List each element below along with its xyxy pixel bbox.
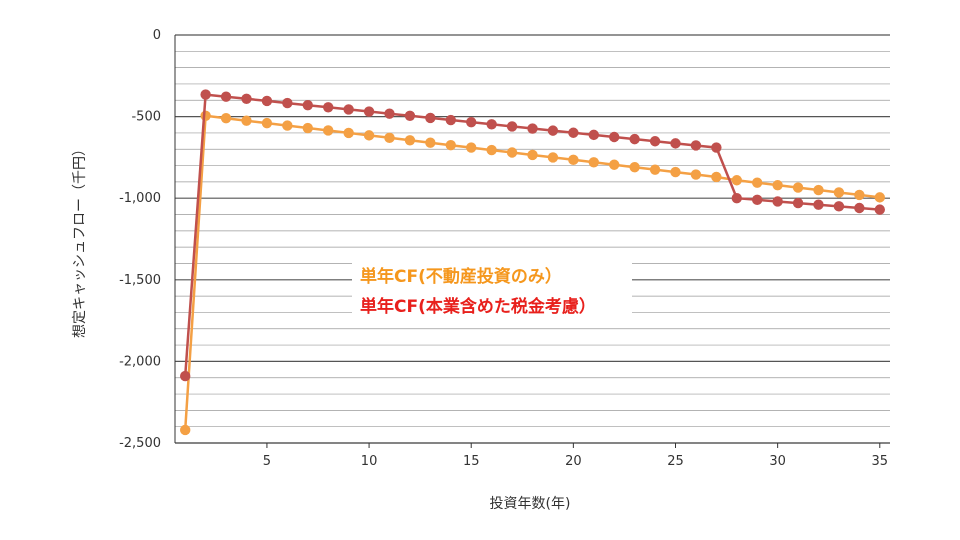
series-0-point bbox=[323, 125, 334, 136]
y-tick-label: -2,000 bbox=[119, 354, 161, 369]
x-tick-label: 30 bbox=[769, 454, 786, 469]
y-tick-label: -1,000 bbox=[119, 191, 161, 206]
legend-entry-real-estate: 単年CF(不動産投資のみ） bbox=[360, 266, 562, 287]
series-0-point bbox=[200, 110, 211, 121]
y-tick-label: -1,500 bbox=[119, 273, 161, 288]
series-1-point bbox=[261, 95, 273, 107]
series-1-point bbox=[752, 194, 763, 206]
series-1-point bbox=[833, 201, 845, 212]
y-tick-labels: 0 -500 -1,000 -1,500 -2,000 -2,500 bbox=[119, 28, 161, 451]
series-1-point bbox=[629, 133, 640, 145]
series-0-point bbox=[813, 184, 824, 196]
series-0-point bbox=[752, 177, 763, 188]
series-1-point bbox=[425, 112, 436, 124]
series-1-point bbox=[711, 142, 722, 153]
series-1-point bbox=[282, 97, 293, 109]
series-1-point bbox=[302, 99, 313, 111]
series-0-point bbox=[670, 166, 681, 178]
series-0-point bbox=[690, 169, 702, 180]
series-0-point bbox=[220, 113, 232, 124]
series-0-point bbox=[527, 149, 538, 161]
series-1-point bbox=[547, 125, 559, 136]
series-1-point bbox=[874, 204, 885, 215]
series-0-point bbox=[874, 192, 885, 203]
series-1-point bbox=[466, 116, 477, 128]
series-0-point bbox=[302, 122, 313, 134]
series-0-point bbox=[404, 135, 416, 146]
series-1-point bbox=[200, 89, 211, 100]
x-tick-label: 35 bbox=[872, 454, 889, 469]
series-0-point bbox=[282, 120, 293, 131]
series-1-point bbox=[588, 129, 599, 141]
series-0-point bbox=[792, 182, 804, 193]
series-0-point bbox=[343, 127, 354, 139]
series-1-point bbox=[363, 106, 375, 117]
series-1-point bbox=[445, 114, 456, 126]
series-0-point bbox=[384, 132, 395, 144]
series-0-point bbox=[241, 115, 252, 126]
series-1-point bbox=[220, 91, 232, 102]
series-1-point bbox=[343, 104, 354, 115]
series-0-point bbox=[588, 157, 599, 168]
series-0-point bbox=[486, 144, 497, 156]
series-0-point bbox=[649, 164, 661, 175]
series-0-point bbox=[466, 142, 477, 153]
legend: 単年CF(不動産投資のみ） 単年CF(本業含めた税金考慮） bbox=[352, 262, 632, 324]
x-tick-label: 10 bbox=[361, 454, 378, 469]
series-1-point bbox=[241, 93, 252, 105]
series-0-point bbox=[731, 175, 742, 186]
axes bbox=[174, 35, 890, 444]
series-0-point bbox=[772, 179, 783, 191]
series-1-point bbox=[384, 108, 395, 119]
series-0-point bbox=[261, 117, 273, 129]
series-1-point bbox=[527, 123, 538, 134]
series-0-point bbox=[445, 139, 456, 151]
series-1-point bbox=[506, 121, 518, 132]
legend-background bbox=[352, 262, 632, 324]
series-1-point bbox=[609, 131, 620, 143]
y-tick-label: 0 bbox=[153, 28, 161, 43]
x-tick-label: 5 bbox=[263, 454, 271, 469]
y-axis-title: 想定キャッシュフロー（千円） bbox=[72, 142, 88, 338]
x-tick-label: 15 bbox=[463, 454, 480, 469]
y-tick-label: -500 bbox=[131, 110, 161, 125]
series-0-point bbox=[506, 147, 518, 158]
series-1-point bbox=[772, 196, 783, 207]
series-0-point bbox=[547, 152, 559, 163]
gridlines bbox=[175, 34, 890, 444]
series-1-point bbox=[813, 199, 824, 210]
series-1-point bbox=[180, 370, 191, 382]
legend-entry-tax-considered: 単年CF(本業含めた税金考慮） bbox=[360, 296, 596, 317]
series-0-point bbox=[833, 187, 845, 198]
series-1-point bbox=[731, 193, 742, 204]
series-0-point bbox=[629, 161, 640, 173]
series-0-point bbox=[425, 137, 436, 148]
x-tick-label: 25 bbox=[667, 454, 684, 469]
series-1-point bbox=[792, 197, 804, 209]
y-tick-label: -2,500 bbox=[119, 436, 161, 451]
series-1-point bbox=[670, 138, 681, 149]
series-1-point bbox=[649, 136, 661, 147]
series-0-point bbox=[609, 159, 620, 170]
series-0-point bbox=[180, 424, 191, 436]
series-group bbox=[180, 89, 885, 436]
x-tick-labels: 5 10 15 20 25 30 35 bbox=[263, 443, 888, 469]
series-1-point bbox=[854, 202, 865, 214]
series-0-point bbox=[854, 189, 865, 201]
series-1-point bbox=[690, 140, 702, 151]
x-axis-title: 投資年数(年) bbox=[490, 496, 571, 512]
series-0-point bbox=[711, 171, 722, 183]
x-tick-label: 20 bbox=[565, 454, 582, 469]
series-1-point bbox=[323, 102, 334, 113]
series-line-1 bbox=[183, 93, 880, 377]
series-1-point bbox=[568, 127, 579, 138]
series-0-point bbox=[363, 130, 375, 141]
series-1-point bbox=[404, 110, 416, 121]
series-0-point bbox=[568, 154, 579, 166]
series-1-point bbox=[486, 119, 497, 130]
